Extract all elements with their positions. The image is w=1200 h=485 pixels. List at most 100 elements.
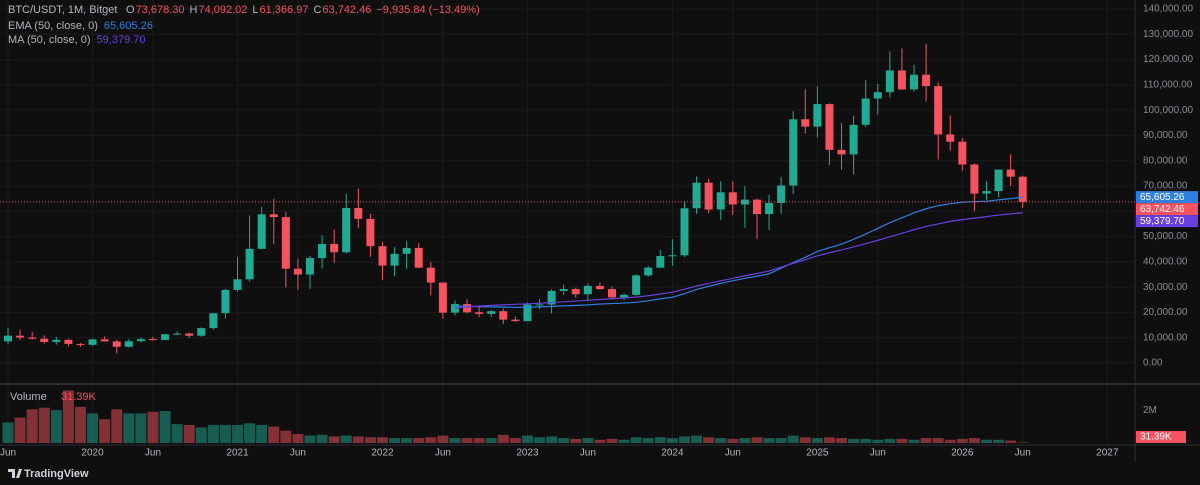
- candle-body: [450, 304, 459, 313]
- volume-bar: [606, 438, 618, 443]
- plot: [2, 43, 1029, 443]
- volume-bar: [425, 437, 437, 443]
- candle-body: [958, 141, 967, 165]
- ohlc-key: L: [252, 4, 258, 16]
- x-tick-label: Jun: [1015, 448, 1031, 459]
- volume-bar: [715, 438, 727, 443]
- volume-bar: [62, 390, 74, 443]
- grid: [0, 0, 1135, 445]
- candle-body: [668, 255, 677, 257]
- x-tick-label: 2022: [371, 448, 394, 459]
- volume-bar: [534, 437, 546, 443]
- candle-body: [789, 119, 798, 186]
- volume-bar: [304, 435, 316, 443]
- candle-body: [161, 334, 170, 340]
- candle-body: [293, 268, 302, 275]
- volume-bar: [968, 438, 980, 443]
- volume-bar: [389, 438, 401, 443]
- y-tick-label: 20,000.00: [1143, 307, 1188, 318]
- volume-bar: [666, 438, 678, 443]
- volume-bar: [509, 438, 521, 443]
- volume-bar: [268, 426, 280, 443]
- candle-body: [583, 285, 592, 295]
- candle-body: [475, 312, 484, 314]
- y-tick-label: 30,000.00: [1143, 282, 1188, 293]
- volume-bar: [872, 439, 884, 443]
- candle-body: [752, 199, 761, 215]
- volume-bar: [618, 439, 630, 443]
- candle-body: [28, 337, 37, 339]
- volume-bar: [183, 424, 195, 443]
- candle-body: [559, 289, 568, 291]
- candle-body: [813, 104, 822, 127]
- candle-body: [970, 164, 979, 194]
- x-tick-label: 2025: [806, 448, 829, 459]
- price-tag-label: 63,742.46: [1140, 204, 1185, 215]
- legend-value: 65,605.26: [104, 20, 153, 32]
- volume-bar: [848, 438, 860, 443]
- volume-bar: [775, 438, 787, 443]
- volume-bar: [896, 438, 908, 443]
- y-tick-label: 100,000.00: [1143, 105, 1193, 116]
- y-tick-label: 10,000.00: [1143, 332, 1188, 343]
- volume-bar: [401, 438, 413, 443]
- volume-bar: [582, 438, 594, 443]
- candle-body: [100, 339, 109, 342]
- candle-body: [487, 311, 496, 314]
- candle-body: [354, 207, 363, 219]
- candle-body: [306, 258, 314, 275]
- candle-body: [426, 267, 435, 283]
- volume-bar: [74, 406, 86, 443]
- volume-tick-label: 2M: [1143, 405, 1157, 416]
- volume-bar: [751, 437, 763, 443]
- candle-body: [849, 124, 858, 155]
- volume-bar: [413, 438, 425, 443]
- ohlc-key: H: [190, 4, 198, 16]
- candle-body: [704, 182, 713, 210]
- candle-body: [922, 74, 931, 87]
- volume-bar: [799, 437, 811, 443]
- volume-bar: [678, 436, 690, 443]
- candle-body: [390, 253, 399, 266]
- candle-body: [221, 289, 230, 314]
- candle-body: [197, 328, 206, 336]
- candle-body: [124, 341, 133, 347]
- volume-bar: [570, 438, 582, 443]
- ohlc-key: C: [313, 4, 321, 16]
- price-tag-label: 65,605.26: [1140, 192, 1185, 203]
- candle-body: [185, 333, 194, 336]
- volume-bar: [449, 438, 461, 443]
- candle-body: [318, 243, 327, 259]
- candle-body: [330, 243, 339, 253]
- candle-body: [233, 279, 242, 290]
- ohlc-value: 61,366.97: [260, 4, 309, 16]
- volume-value: 31.39K: [61, 391, 97, 403]
- volume-bar: [87, 413, 99, 443]
- candle-body: [825, 104, 834, 150]
- volume-bar: [159, 410, 171, 443]
- candle-body: [511, 319, 520, 322]
- volume-bar: [594, 439, 606, 443]
- volume-bar: [860, 438, 872, 443]
- candle-body: [571, 289, 580, 295]
- volume-bar: [244, 423, 256, 443]
- candle-body: [644, 267, 653, 276]
- volume-bar: [763, 438, 775, 443]
- x-tick-label: 2026: [951, 448, 974, 459]
- price-tag: [1136, 191, 1198, 204]
- volume-bar: [2, 422, 14, 443]
- ohlc-key: O: [126, 4, 135, 16]
- y-tick-label: 140,000.00: [1143, 4, 1193, 15]
- candle-body: [209, 313, 218, 329]
- footer: [0, 462, 1200, 485]
- change: −9,935.84 (−13.49%): [376, 4, 479, 16]
- price-tag: [1136, 203, 1198, 216]
- candle-body: [148, 339, 157, 341]
- volume-bar: [376, 437, 388, 443]
- candle-body: [535, 304, 544, 306]
- volume-bar: [630, 437, 642, 443]
- legend-name: EMA (50, close, 0): [8, 20, 98, 32]
- candle-body: [680, 208, 689, 256]
- volume-bar: [823, 437, 835, 443]
